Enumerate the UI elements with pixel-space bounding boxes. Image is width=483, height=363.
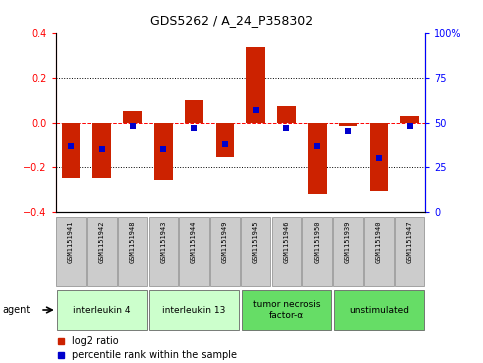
Text: GSM1151944: GSM1151944 (191, 221, 197, 264)
Bar (215, 123, 234, 157)
Text: GDS5262 / A_24_P358302: GDS5262 / A_24_P358302 (150, 15, 313, 28)
Text: GSM1151946: GSM1151946 (284, 221, 289, 264)
Bar (92, 123, 111, 178)
Bar (62, 123, 80, 178)
Bar (302, 217, 332, 286)
Bar (395, 217, 425, 286)
Bar (400, 116, 419, 123)
Bar (154, 123, 172, 180)
Text: log2 ratio: log2 ratio (72, 336, 119, 346)
Text: GSM1151942: GSM1151942 (99, 221, 105, 264)
Bar (210, 217, 240, 286)
Bar (56, 217, 85, 286)
Text: tumor necrosis
factor-α: tumor necrosis factor-α (253, 300, 320, 320)
Bar (277, 106, 296, 123)
Text: GSM1151940: GSM1151940 (376, 221, 382, 264)
Text: GSM1151939: GSM1151939 (345, 221, 351, 264)
Bar (333, 217, 363, 286)
Bar (118, 217, 147, 286)
Bar (57, 290, 147, 330)
Bar (123, 111, 142, 123)
Text: unstimulated: unstimulated (349, 306, 409, 314)
Bar (149, 217, 178, 286)
Text: GSM1151950: GSM1151950 (314, 221, 320, 264)
Bar (87, 217, 116, 286)
Bar (334, 290, 424, 330)
Text: agent: agent (2, 305, 30, 315)
Bar (241, 217, 270, 286)
Text: GSM1151949: GSM1151949 (222, 221, 228, 264)
Text: interleukin 13: interleukin 13 (162, 306, 226, 314)
Bar (308, 123, 327, 195)
Text: GSM1151943: GSM1151943 (160, 221, 166, 264)
Bar (369, 123, 388, 191)
Bar (149, 290, 239, 330)
Text: GSM1151941: GSM1151941 (68, 221, 74, 264)
Text: GSM1151947: GSM1151947 (407, 221, 412, 264)
Bar (246, 47, 265, 123)
Text: GSM1151945: GSM1151945 (253, 221, 259, 264)
Text: GSM1151948: GSM1151948 (129, 221, 136, 264)
Bar (364, 217, 394, 286)
Bar (185, 100, 203, 123)
Bar (339, 123, 357, 126)
Bar (242, 290, 331, 330)
Bar (272, 217, 301, 286)
Bar (179, 217, 209, 286)
Text: percentile rank within the sample: percentile rank within the sample (72, 350, 237, 360)
Text: interleukin 4: interleukin 4 (73, 306, 130, 314)
